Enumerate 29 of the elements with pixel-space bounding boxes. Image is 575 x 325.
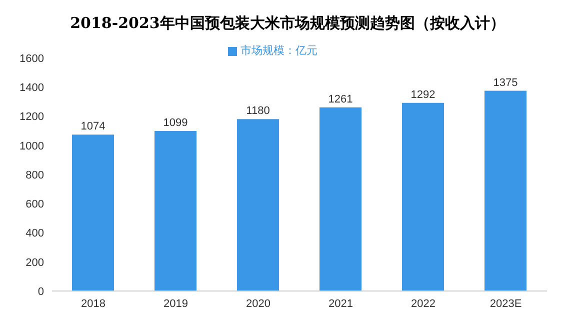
- x-tick-label: 2019: [164, 298, 188, 310]
- chart-title: 2018-2023年中国预包装大米市场规模预测趋势图（按收入计）: [69, 13, 506, 34]
- bar: [320, 107, 362, 291]
- y-tick-label: 400: [26, 228, 44, 240]
- data-label: 1375: [493, 76, 518, 89]
- bar: [154, 130, 196, 291]
- bar: [237, 119, 279, 291]
- x-tick-label: 2022: [411, 298, 436, 310]
- legend-label: 市场规模：亿元: [240, 45, 318, 57]
- y-tick-label: 1000: [20, 140, 44, 152]
- y-tick-label: 1600: [20, 52, 44, 65]
- bar: [402, 102, 444, 291]
- x-tick-label: 2023E: [490, 298, 522, 310]
- x-tick-label: 2021: [328, 298, 353, 310]
- data-label: 1292: [410, 88, 436, 101]
- y-tick-label: 0: [38, 286, 44, 298]
- data-label: 1180: [246, 105, 270, 118]
- y-tick-label: 1200: [20, 111, 44, 124]
- data-label: 1074: [80, 120, 106, 133]
- data-label: 1099: [163, 116, 188, 129]
- y-tick-label: 200: [26, 256, 44, 269]
- x-tick-label: 2020: [246, 298, 270, 310]
- x-tick-label: 2018: [81, 298, 106, 310]
- bar: [72, 134, 114, 291]
- bar: [484, 90, 526, 291]
- y-tick-label: 800: [26, 169, 44, 182]
- data-label: 1261: [328, 93, 353, 106]
- y-tick-label: 600: [26, 198, 44, 211]
- y-tick-label: 1400: [20, 82, 44, 94]
